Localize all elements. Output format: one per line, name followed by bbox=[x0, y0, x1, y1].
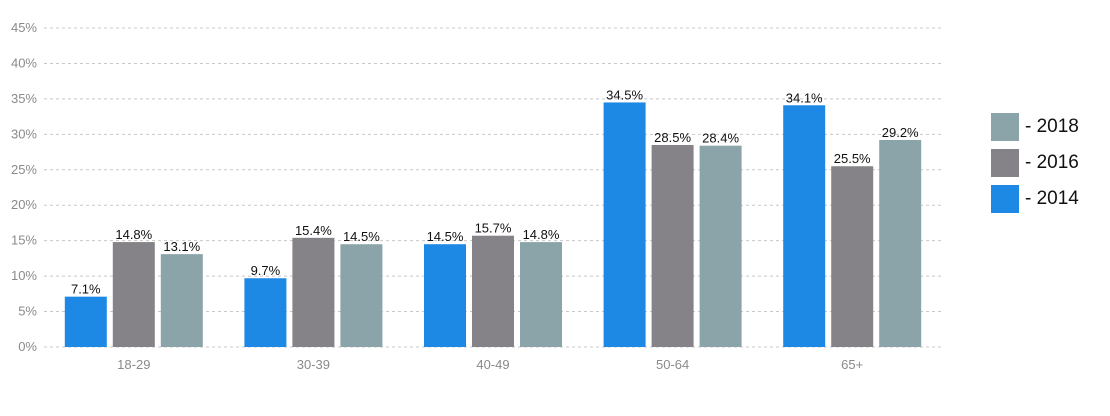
legend: - 2018 - 2016 - 2014 bbox=[991, 113, 1106, 221]
y-tick-label: 40% bbox=[11, 55, 37, 70]
bar-2016-50-64 bbox=[651, 144, 694, 347]
y-tick-label: 15% bbox=[11, 233, 37, 248]
data-label: 14.5% bbox=[427, 229, 464, 244]
data-label: 34.5% bbox=[606, 87, 643, 102]
bar-2016-30-39 bbox=[292, 237, 335, 347]
y-tick-label: 35% bbox=[11, 91, 37, 106]
bar-2018-65+ bbox=[879, 140, 922, 347]
data-label: 13.1% bbox=[163, 239, 200, 254]
legend-item-2016: - 2016 bbox=[991, 149, 1106, 177]
bar-2014-40-49 bbox=[424, 244, 466, 347]
bar-2018-50-64 bbox=[699, 145, 742, 347]
y-tick-label: 20% bbox=[11, 197, 37, 212]
x-tick-label: 65+ bbox=[841, 357, 863, 372]
bar-2018-30-39 bbox=[340, 244, 383, 347]
data-label: 15.7% bbox=[475, 221, 512, 236]
legend-label-2018: - 2018 bbox=[1025, 116, 1079, 137]
x-tick-label: 18-29 bbox=[117, 357, 150, 372]
legend-item-2018: - 2018 bbox=[991, 113, 1106, 141]
x-tick-label: 50-64 bbox=[656, 357, 689, 372]
data-label: 15.4% bbox=[295, 223, 332, 238]
bar-2016-65+ bbox=[831, 166, 874, 347]
y-tick-label: 5% bbox=[18, 304, 37, 319]
bar-2014-50-64 bbox=[603, 102, 646, 347]
y-tick-label: 25% bbox=[11, 162, 37, 177]
y-tick-label: 0% bbox=[18, 339, 37, 354]
legend-swatch-2018 bbox=[991, 113, 1019, 141]
bar-2018-18-29 bbox=[160, 254, 203, 347]
legend-item-2014: - 2014 bbox=[991, 185, 1106, 213]
data-label: 25.5% bbox=[834, 151, 871, 166]
bar-2014-65+ bbox=[783, 105, 826, 347]
y-tick-label: 10% bbox=[11, 268, 37, 283]
bar-2016-18-29 bbox=[112, 242, 155, 347]
legend-label-2016: - 2016 bbox=[1025, 152, 1079, 173]
x-tick-label: 30-39 bbox=[297, 357, 330, 372]
bar-2018-40-49 bbox=[520, 242, 562, 347]
data-label: 28.5% bbox=[654, 130, 691, 145]
bar-2016-40-49 bbox=[472, 235, 514, 347]
data-label: 28.4% bbox=[702, 131, 739, 146]
data-label: 14.5% bbox=[343, 229, 380, 244]
data-label: 14.8% bbox=[115, 227, 152, 242]
y-tick-label: 30% bbox=[11, 126, 37, 141]
x-tick-label: 40-49 bbox=[476, 357, 509, 372]
data-label: 14.8% bbox=[523, 227, 560, 242]
bar-2014-30-39 bbox=[244, 278, 287, 347]
y-tick-label: 45% bbox=[11, 20, 37, 35]
data-label: 9.7% bbox=[251, 263, 281, 278]
data-label: 29.2% bbox=[882, 125, 919, 140]
data-label: 7.1% bbox=[71, 282, 101, 297]
legend-label-2014: - 2014 bbox=[1025, 188, 1079, 209]
legend-swatch-2014 bbox=[991, 185, 1019, 213]
bar-2014-18-29 bbox=[64, 296, 107, 347]
data-label: 34.1% bbox=[786, 90, 823, 105]
legend-swatch-2016 bbox=[991, 149, 1019, 177]
